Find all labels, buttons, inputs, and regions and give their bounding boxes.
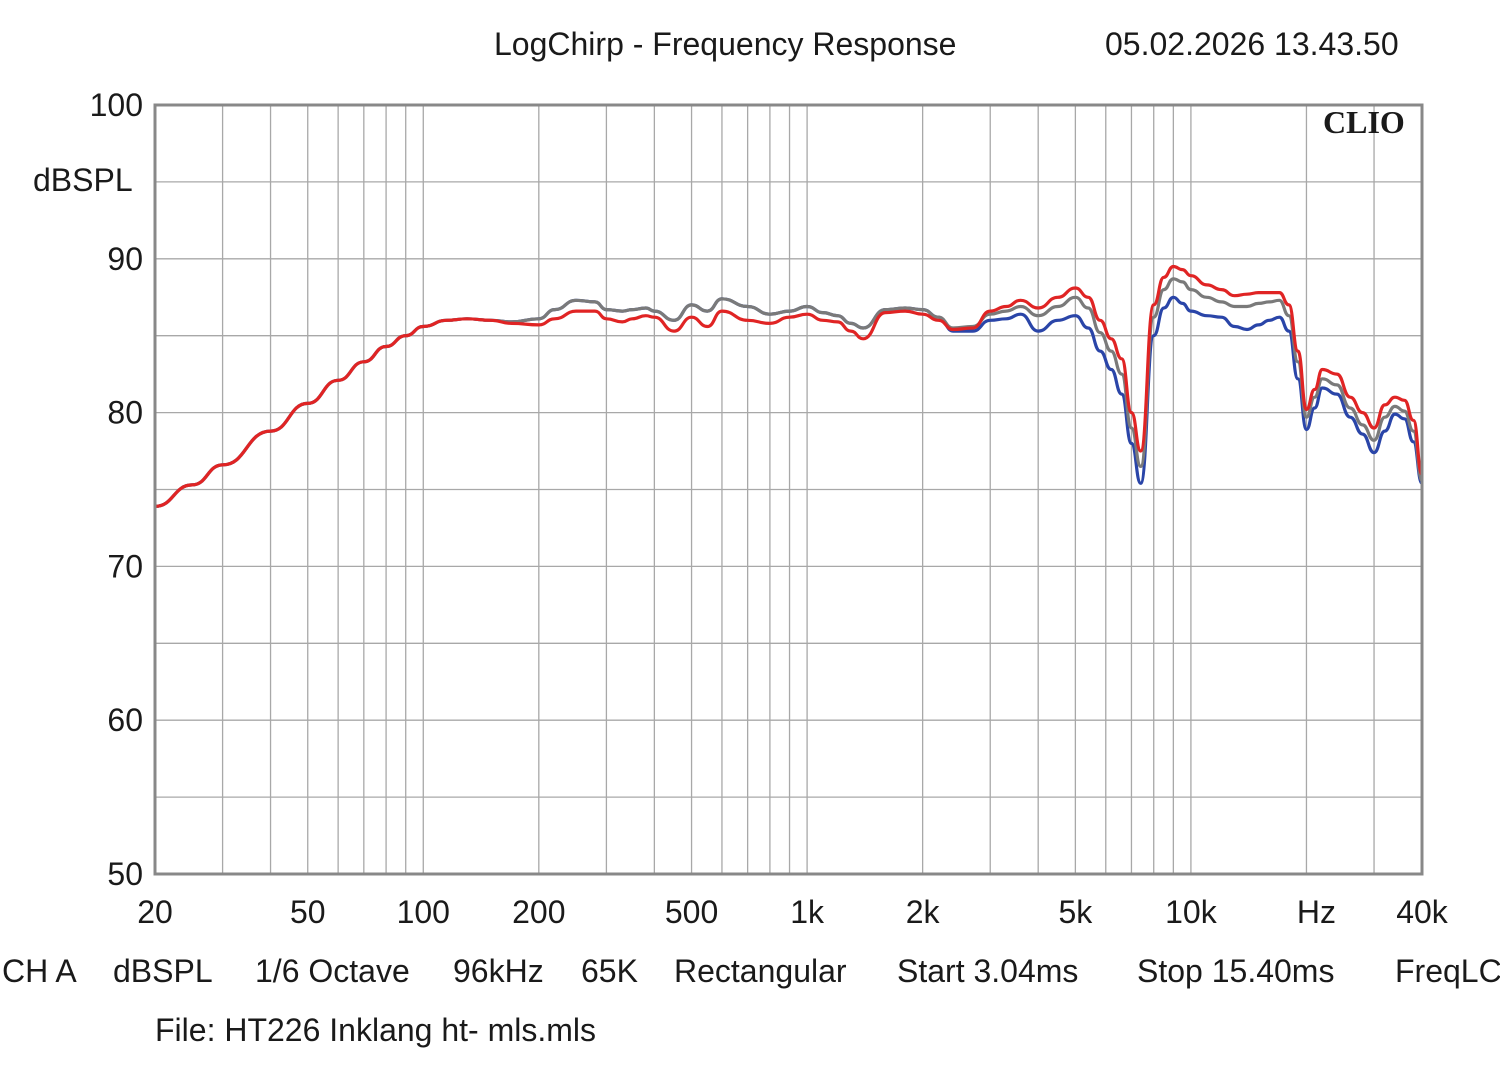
- footer-unit: dBSPL: [113, 953, 213, 989]
- x-tick-label: 10k: [1165, 894, 1218, 930]
- footer-start: Start 3.04ms: [897, 953, 1079, 989]
- chart-title: LogChirp - Frequency Response: [494, 26, 957, 62]
- x-tick-label: 500: [665, 894, 718, 930]
- clio-logo: CLIO: [1323, 104, 1405, 140]
- y-tick-label: 80: [107, 395, 143, 431]
- footer-smoothing: 1/6 Octave: [255, 953, 410, 989]
- footer-size: 65K: [581, 953, 638, 989]
- x-tick-label: 50: [290, 894, 326, 930]
- footer-freqlc: FreqLC: [1395, 953, 1500, 989]
- series-line-blue: [154, 295, 1424, 508]
- x-tick-label: 5k: [1058, 894, 1093, 930]
- y-tick-label: 100: [90, 87, 143, 123]
- x-tick-label: 40k: [1396, 894, 1449, 930]
- x-tick-label: 200: [512, 894, 565, 930]
- footer-stop: Stop 15.40ms: [1137, 953, 1335, 989]
- y-tick-label: 50: [107, 856, 143, 892]
- file-name: File: HT226 Inklang ht- mls.mls: [155, 1012, 597, 1048]
- y-axis-label: dBSPL: [33, 162, 133, 198]
- series-layer: [154, 264, 1424, 508]
- footer-sample-rate: 96kHz: [453, 953, 544, 989]
- timestamp: 05.02.2026 13.43.50: [1105, 26, 1399, 62]
- plot-frame: [153, 103, 1424, 876]
- y-tick-label: 90: [107, 241, 143, 277]
- x-axis-unit-label: Hz: [1297, 894, 1336, 930]
- series-line-gray: [154, 277, 1424, 508]
- x-tick-label: 1k: [790, 894, 825, 930]
- y-tick-label: 60: [107, 702, 143, 738]
- series-line-red: [154, 264, 1424, 508]
- grid: [155, 105, 1422, 874]
- footer-window: Rectangular: [674, 953, 847, 989]
- x-tick-label: 100: [397, 894, 450, 930]
- footer-channel: CH A: [2, 953, 77, 989]
- x-tick-label: 2k: [906, 894, 941, 930]
- x-tick-label: 20: [137, 894, 173, 930]
- y-tick-label: 70: [107, 548, 143, 584]
